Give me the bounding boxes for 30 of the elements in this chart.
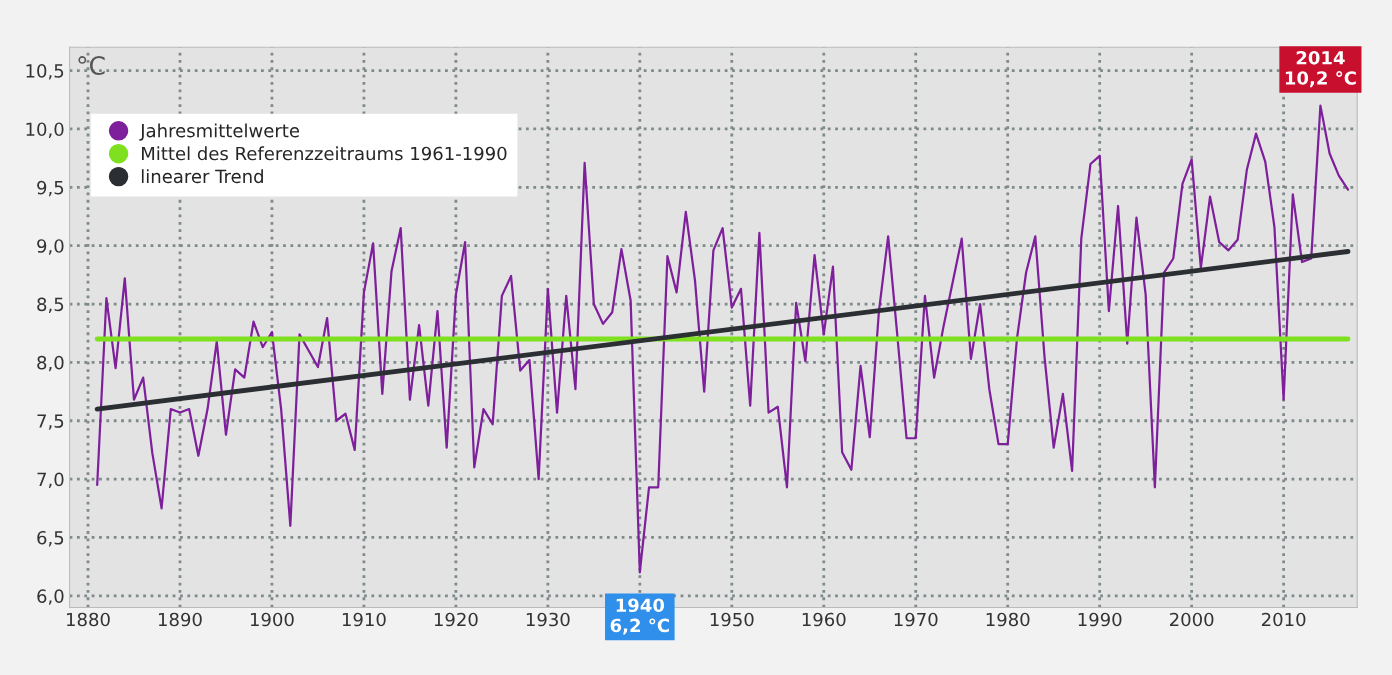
x-tick-label: 1880 bbox=[67, 612, 110, 627]
x-tick-label: 2010 bbox=[1261, 612, 1306, 627]
y-tick-label: 9,5 bbox=[37, 180, 64, 197]
y-tick-label: 10,0 bbox=[26, 122, 64, 138]
x-tick-label: 1910 bbox=[342, 612, 386, 627]
y-axis-title: °C bbox=[78, 56, 105, 76]
x-tick-label: 1970 bbox=[894, 612, 938, 627]
x-tick-label: 1960 bbox=[802, 612, 846, 627]
y-tick-label: 9,0 bbox=[37, 239, 64, 255]
legend-label: Mittel des Referenzzeitraums 1961-1990 bbox=[142, 146, 507, 161]
line-series bbox=[96, 104, 1350, 574]
x-tick-label: 1930 bbox=[526, 612, 570, 627]
x-tick-label: 1950 bbox=[710, 612, 754, 627]
legend-label: linearer Trend bbox=[141, 169, 263, 184]
x-tick-label: 2000 bbox=[1170, 612, 1214, 627]
x-tick-label: 1890 bbox=[158, 612, 202, 627]
x-tick-label: 1980 bbox=[986, 612, 1030, 627]
y-tick-label: 6,0 bbox=[37, 589, 64, 605]
x-tick-label: 1990 bbox=[1078, 612, 1122, 627]
x-tick-label: 1920 bbox=[434, 612, 478, 627]
legend-label: Jahresmittelwerte bbox=[139, 123, 300, 141]
x-tick-label: 1900 bbox=[250, 612, 294, 627]
annotation: 1940 6,2 °C bbox=[610, 598, 669, 635]
y-tick-label: 7,0 bbox=[37, 472, 64, 489]
y-tick-label: 6,5 bbox=[37, 530, 64, 547]
annotation: 2014 10,2 °C bbox=[1285, 50, 1356, 88]
y-tick-label: 8,5 bbox=[37, 297, 64, 313]
y-tick-label: 10,5 bbox=[26, 64, 64, 80]
y-tick-label: 7,5 bbox=[37, 414, 64, 430]
y-tick-label: 8,0 bbox=[37, 355, 64, 372]
